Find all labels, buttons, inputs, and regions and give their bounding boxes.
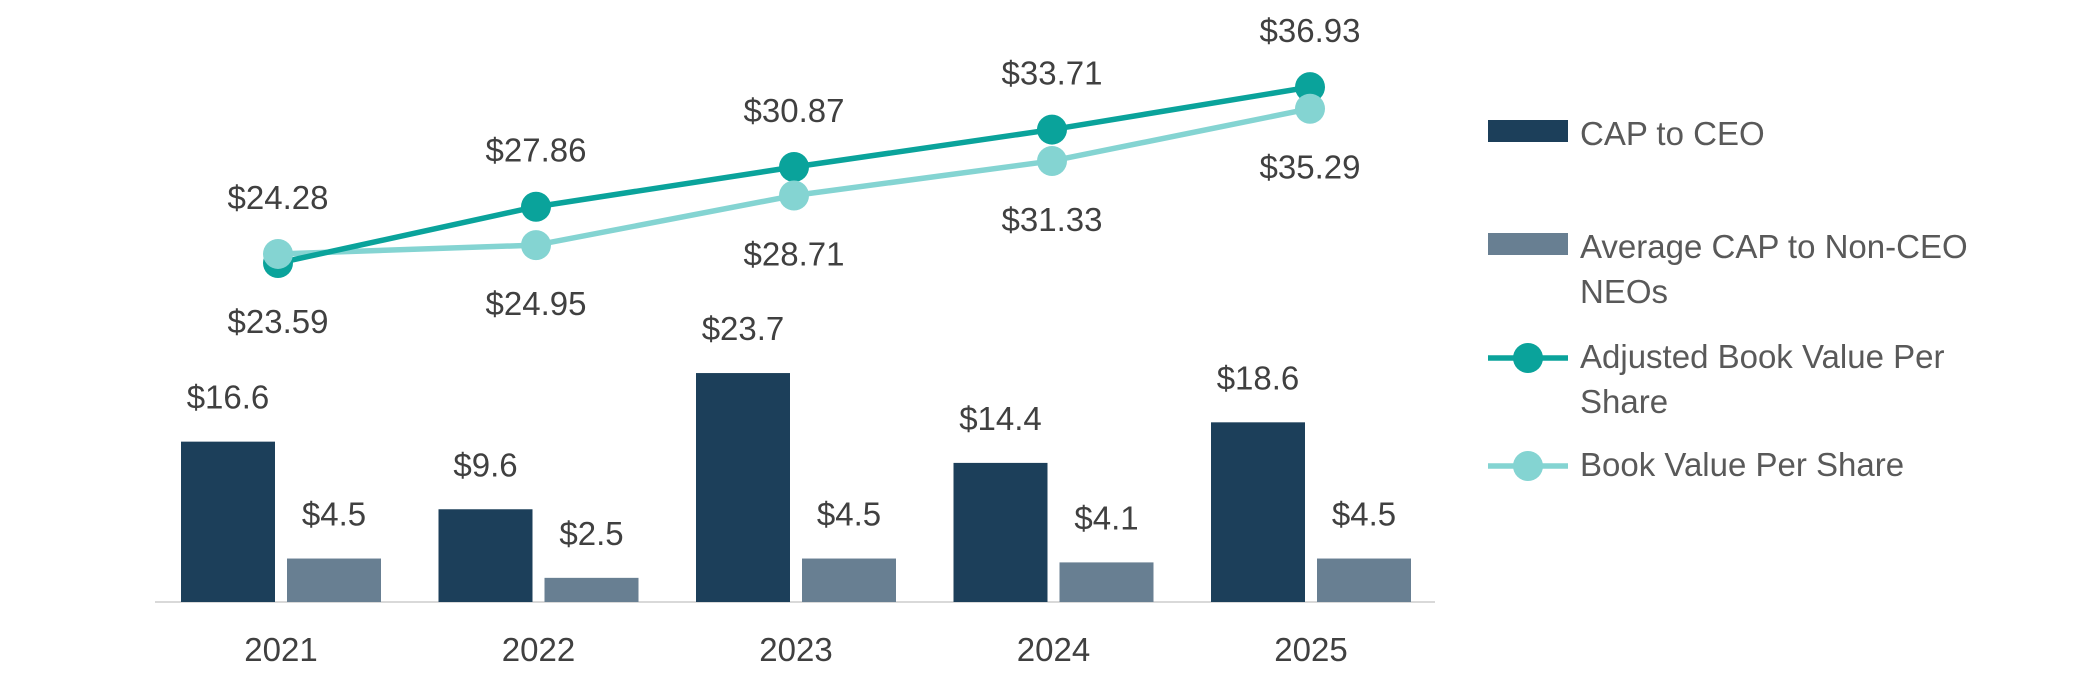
bar-label-cap-ceo-2024: $14.4	[959, 400, 1042, 437]
point-bvps-2022	[521, 230, 551, 261]
legend-label-cap-non-ceo: Average CAP to Non-CEO	[1580, 228, 1968, 265]
legend-label-adjusted-bvps-line2: Share	[1580, 383, 1668, 420]
x-tick-label-2024: 2024	[1017, 631, 1090, 668]
bar-cap-non-ceo-2022	[544, 577, 639, 602]
line-label-adjusted-bvps-2022: $27.86	[486, 132, 587, 169]
point-bvps-2023	[779, 180, 809, 211]
point-adjusted-bvps-2023	[779, 152, 809, 183]
legend-swatch-marker-bvps	[1513, 451, 1543, 481]
point-bvps-2024	[1037, 145, 1067, 176]
bar-label-cap-non-ceo-2023: $4.5	[817, 496, 881, 533]
legend-swatch-marker-adjusted-bvps	[1513, 343, 1543, 373]
bar-cap-non-ceo-2025	[1317, 558, 1411, 602]
legend-label-cap-ceo: CAP to CEO	[1580, 115, 1765, 152]
legend-label-adjusted-bvps: Adjusted Book Value Per	[1580, 338, 1944, 375]
x-tick-label-2022: 2022	[502, 631, 575, 668]
x-tick-label-2023: 2023	[759, 631, 832, 668]
line-label-adjusted-bvps-2024: $33.71	[1002, 55, 1103, 92]
bar-label-cap-non-ceo-2024: $4.1	[1074, 499, 1138, 536]
bar-cap-non-ceo-2021	[287, 558, 381, 602]
legend-swatch-cap-non-ceo	[1488, 233, 1568, 255]
point-bvps-2021	[263, 238, 293, 269]
bar-cap-ceo-2023	[696, 373, 790, 602]
line-label-bvps-2025: $35.29	[1260, 149, 1361, 186]
point-adjusted-bvps-2022	[521, 191, 551, 222]
line-label-adjusted-bvps-2023: $30.87	[744, 92, 845, 129]
bar-label-cap-non-ceo-2021: $4.5	[302, 496, 366, 533]
legend-label-bvps: Book Value Per Share	[1580, 446, 1904, 483]
bar-cap-ceo-2025	[1211, 422, 1305, 602]
legend-swatch-cap-ceo	[1488, 120, 1568, 142]
bar-label-cap-ceo-2023: $23.7	[702, 310, 785, 347]
bar-label-cap-non-ceo-2022: $2.5	[559, 515, 623, 552]
bar-cap-ceo-2021	[181, 441, 275, 602]
line-label-bvps-2024: $31.33	[1002, 201, 1103, 238]
bar-label-cap-ceo-2021: $16.6	[187, 379, 270, 416]
bar-label-cap-ceo-2022: $9.6	[453, 446, 517, 483]
point-adjusted-bvps-2025	[1295, 72, 1325, 103]
line-label-bvps-2021: $24.28	[228, 179, 329, 216]
line-label-bvps-2023: $28.71	[744, 236, 845, 273]
bar-cap-ceo-2024	[953, 462, 1048, 602]
line-label-adjusted-bvps-2021: $23.59	[228, 303, 329, 340]
bar-label-cap-non-ceo-2025: $4.5	[1332, 496, 1396, 533]
x-tick-label-2025: 2025	[1274, 631, 1347, 668]
line-label-bvps-2022: $24.95	[486, 285, 587, 322]
bar-label-cap-ceo-2025: $18.6	[1217, 359, 1300, 396]
bar-cap-non-ceo-2024	[1059, 562, 1154, 602]
point-adjusted-bvps-2024	[1037, 114, 1067, 145]
line-label-adjusted-bvps-2025: $36.93	[1260, 12, 1361, 49]
bar-cap-ceo-2022	[438, 509, 533, 602]
point-bvps-2025	[1295, 93, 1325, 124]
bar-cap-non-ceo-2023	[802, 558, 896, 602]
x-tick-label-2021: 2021	[244, 631, 317, 668]
legend-label-cap-non-ceo-line2: NEOs	[1580, 273, 1668, 310]
